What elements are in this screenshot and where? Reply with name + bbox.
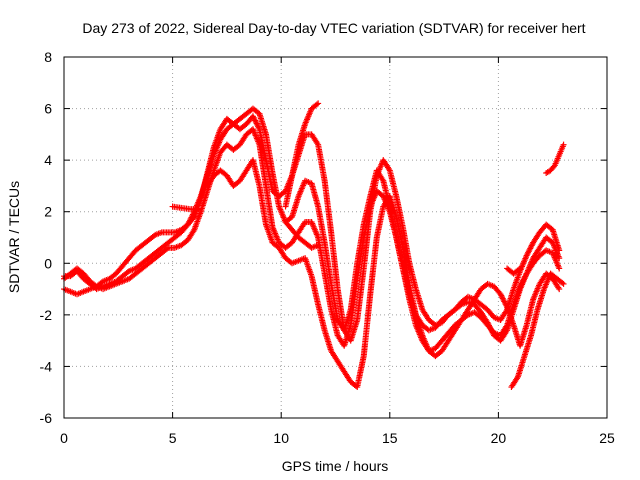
x-tick-label: 10 <box>273 430 289 446</box>
x-tick-label: 25 <box>599 430 615 446</box>
data-point <box>315 242 322 249</box>
data-point <box>550 163 557 170</box>
data-point <box>313 101 320 108</box>
y-tick-label: 4 <box>44 152 52 168</box>
y-tick-label: -6 <box>40 410 53 426</box>
series-segment-4 <box>508 270 567 391</box>
data-point <box>556 265 563 272</box>
x-axis-label: GPS time / hours <box>282 458 389 474</box>
y-tick-label: 0 <box>44 255 52 271</box>
y-tick-label: 8 <box>44 49 52 65</box>
y-tick-label: -4 <box>40 358 53 374</box>
series-segment-2 <box>282 219 322 251</box>
chart-title: Day 273 of 2022, Sidereal Day-to-day VTE… <box>82 20 585 36</box>
data-point <box>163 245 170 252</box>
data-point <box>515 266 522 273</box>
data-point <box>315 100 322 107</box>
data-point <box>556 286 563 293</box>
data-point <box>195 206 202 213</box>
y-tick-label: -2 <box>40 307 53 323</box>
series-segment-3 <box>282 100 322 210</box>
grid-lines <box>64 57 607 418</box>
series-segment-5 <box>543 141 567 177</box>
plot-frame <box>63 56 608 419</box>
data-points <box>61 100 567 391</box>
y-axis-label: SDTVAR / TECUs <box>6 181 22 293</box>
x-tick-label: 0 <box>60 430 68 446</box>
x-tick-label: 15 <box>382 430 398 446</box>
y-tick-label: 6 <box>44 101 52 117</box>
y-tick-label: 2 <box>44 204 52 220</box>
series-segment-6 <box>504 265 524 277</box>
x-tick-label: 20 <box>491 430 507 446</box>
data-point <box>559 279 566 286</box>
series-segment-1 <box>169 203 202 213</box>
data-point <box>560 141 567 148</box>
data-point <box>517 265 524 272</box>
axes: 0 5 10 15 20 25 -6 -4 -2 0 2 4 6 8 <box>40 49 615 446</box>
x-tick-label: 5 <box>169 430 177 446</box>
data-point <box>560 280 567 287</box>
series-track-b <box>61 113 563 344</box>
series-track-c <box>61 126 563 354</box>
